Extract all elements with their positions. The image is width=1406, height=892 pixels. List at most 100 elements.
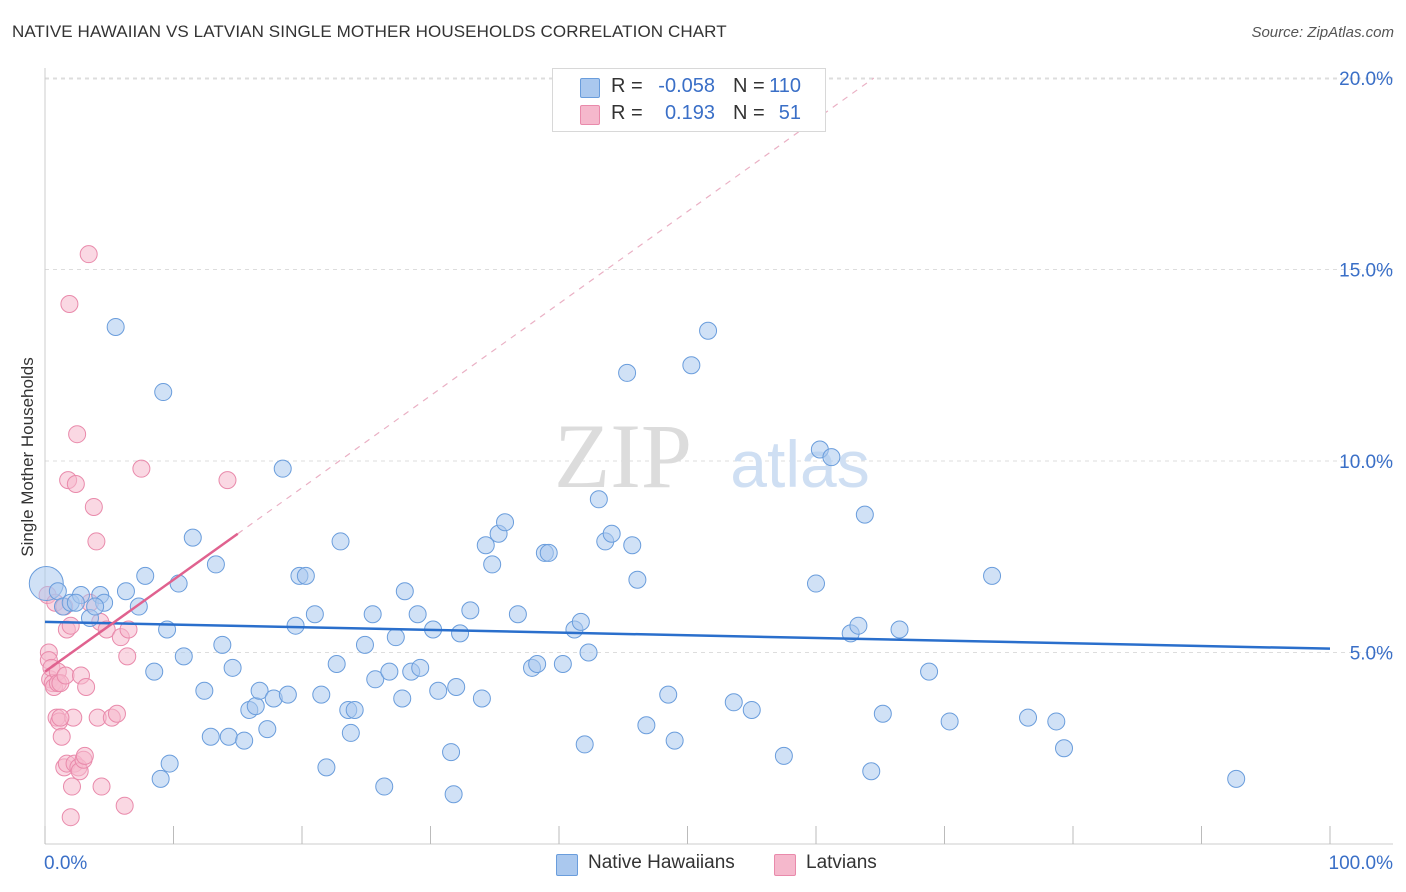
native-hawaiians-point bbox=[665, 731, 684, 750]
native-hawaiians-point bbox=[380, 662, 399, 681]
legend-swatch-pink bbox=[774, 854, 796, 876]
native-hawaiians-point bbox=[496, 513, 515, 532]
latvians-point bbox=[118, 647, 137, 666]
source-credit: Source: ZipAtlas.com bbox=[1251, 24, 1394, 41]
native-hawaiians-trend-line bbox=[44, 620, 1331, 650]
native-hawaiians-point bbox=[1055, 739, 1074, 758]
native-hawaiians-point bbox=[151, 769, 170, 788]
native-hawaiians-point bbox=[699, 321, 718, 340]
native-hawaiians-point bbox=[659, 685, 678, 704]
native-hawaiians-point bbox=[86, 597, 105, 616]
legend-r-label: R = bbox=[611, 102, 643, 124]
legend-n-label: N = bbox=[733, 75, 765, 97]
legend-r-value: 0.193 bbox=[664, 102, 715, 124]
y-tick-label: 5.0% bbox=[1350, 644, 1393, 665]
latvians-point bbox=[132, 459, 151, 478]
native-hawaiians-point bbox=[160, 754, 179, 773]
trend-lines bbox=[44, 77, 1331, 673]
native-hawaiians-point bbox=[201, 727, 220, 746]
native-hawaiians-point bbox=[206, 555, 225, 574]
native-hawaiians-point bbox=[862, 762, 881, 781]
native-hawaiians-point bbox=[331, 532, 350, 551]
native-hawaiians-point bbox=[258, 720, 277, 739]
native-hawaiians-point bbox=[483, 555, 502, 574]
native-hawaiians-point bbox=[807, 574, 825, 593]
native-hawaiians-point bbox=[386, 628, 405, 647]
native-hawaiians-point bbox=[724, 693, 743, 712]
native-hawaiians-point bbox=[849, 616, 868, 635]
native-hawaiians-point bbox=[174, 647, 193, 666]
latvians-point bbox=[61, 808, 80, 827]
latvians-point bbox=[52, 727, 71, 746]
native-hawaiians-point bbox=[920, 662, 939, 681]
latvians-point bbox=[68, 425, 87, 444]
latvians-point bbox=[77, 677, 96, 696]
legend-swatch-blue bbox=[580, 78, 600, 98]
correlation-legend: R = -0.058 N = 110 R = 0.193 N = 51 bbox=[552, 68, 826, 132]
native-hawaiians-point bbox=[940, 712, 959, 731]
native-hawaiians-point bbox=[637, 716, 656, 735]
native-hawaiians-point bbox=[444, 785, 463, 804]
latvians-point bbox=[92, 777, 111, 796]
native-hawaiians-point bbox=[312, 685, 331, 704]
native-hawaiians-point bbox=[890, 620, 909, 639]
native-hawaiians-point bbox=[250, 681, 269, 700]
native-hawaiians-point bbox=[169, 574, 188, 593]
legend-swatch-blue bbox=[556, 854, 578, 876]
native-hawaiians-point bbox=[873, 704, 892, 723]
native-hawaiians-point bbox=[154, 383, 173, 402]
native-hawaiians-point bbox=[235, 731, 254, 750]
native-hawaiians-point bbox=[618, 363, 637, 382]
latvians-point bbox=[60, 294, 79, 313]
native-hawaiians-point bbox=[145, 662, 164, 681]
legend-label: Native Hawaiians bbox=[588, 852, 735, 873]
latvians-trend-line bbox=[44, 532, 239, 673]
gridlines bbox=[45, 77, 1393, 653]
native-hawaiians-point bbox=[1019, 708, 1038, 727]
watermark-zip: ZIP bbox=[554, 405, 692, 507]
latvians-point bbox=[66, 474, 85, 493]
x-tick-label-max: 100.0% bbox=[1329, 853, 1394, 874]
native-hawaiians-point bbox=[447, 677, 466, 696]
chart-title: NATIVE HAWAIIAN VS LATVIAN SINGLE MOTHER… bbox=[12, 22, 727, 41]
native-hawaiians-point bbox=[355, 635, 374, 654]
native-hawaiians-point bbox=[136, 566, 155, 585]
native-hawaiians-point bbox=[223, 658, 242, 677]
native-hawaiians-point bbox=[296, 566, 315, 585]
native-hawaiians-point bbox=[116, 582, 135, 601]
native-hawaiians-point bbox=[395, 582, 414, 601]
native-hawaiians-point bbox=[442, 743, 461, 762]
legend-r-label: R = bbox=[611, 75, 643, 97]
native-hawaiians-point bbox=[579, 643, 598, 662]
native-hawaiians-point bbox=[623, 536, 642, 555]
native-hawaiians-point bbox=[1047, 712, 1066, 731]
native-hawaiians-point bbox=[528, 654, 547, 673]
legend-n-value: 51 bbox=[778, 102, 801, 124]
native-hawaiians-point bbox=[682, 356, 701, 375]
legend-row-native-hawaiians: R = -0.058 N = 110 bbox=[553, 73, 825, 101]
legend-row-latvians: R = 0.193 N = 51 bbox=[553, 100, 825, 128]
y-tick-label: 10.0% bbox=[1339, 452, 1393, 473]
native-hawaiians-point bbox=[183, 528, 202, 547]
native-hawaiians-point bbox=[195, 681, 214, 700]
legend-r-value: -0.058 bbox=[658, 75, 715, 97]
native-hawaiians-point bbox=[774, 746, 793, 765]
legend-swatch-pink bbox=[580, 105, 600, 125]
legend-n-label: N = bbox=[733, 102, 765, 124]
watermark-atlas: atlas bbox=[730, 427, 869, 501]
latvians-point bbox=[107, 704, 126, 723]
native-hawaiians-point bbox=[273, 459, 292, 478]
y-tick-label: 15.0% bbox=[1339, 261, 1393, 282]
native-hawaiians-point bbox=[408, 605, 427, 624]
native-hawaiians-point bbox=[341, 723, 360, 742]
native-hawaiians-point bbox=[286, 616, 305, 635]
native-hawaiians-point bbox=[66, 593, 85, 612]
native-hawaiians-point bbox=[508, 605, 527, 624]
native-hawaiians-point bbox=[106, 317, 125, 336]
latvians-series bbox=[38, 245, 237, 827]
native-hawaiians-point bbox=[553, 654, 572, 673]
native-hawaiians-point bbox=[246, 697, 265, 716]
native-hawaiians-point bbox=[393, 689, 412, 708]
latvians-point bbox=[119, 620, 138, 639]
